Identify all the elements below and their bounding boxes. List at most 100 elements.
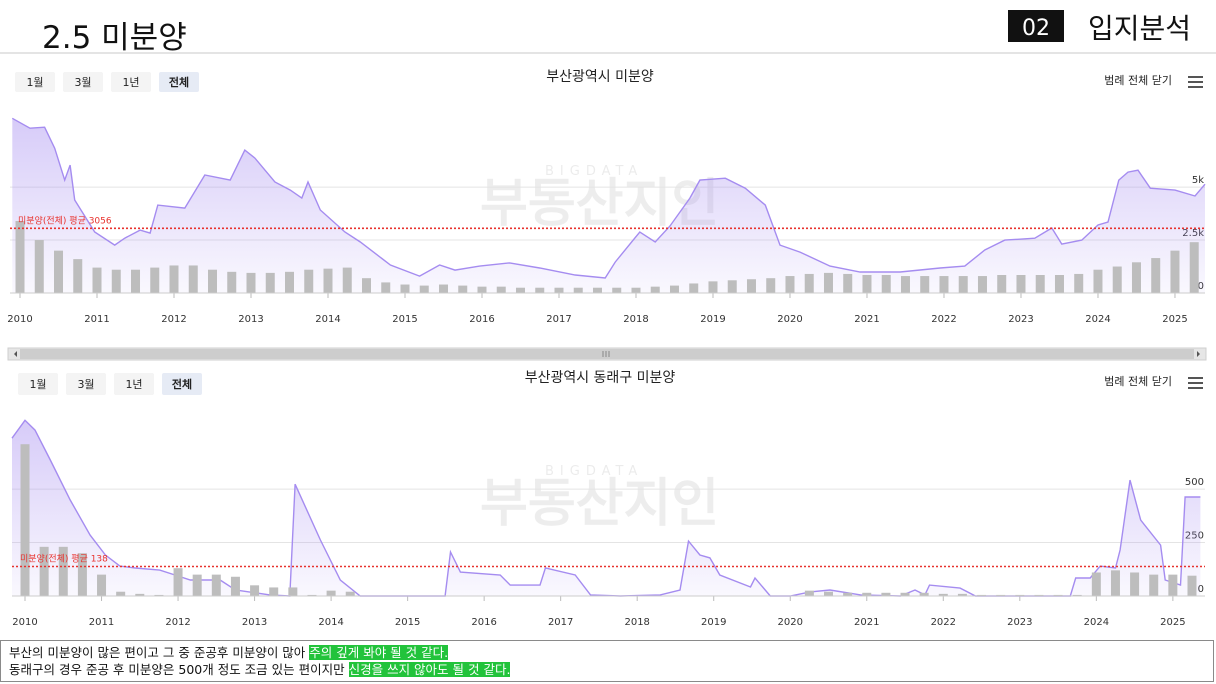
bar [169, 265, 179, 293]
bar [881, 592, 891, 596]
bar [804, 590, 814, 596]
bar [230, 576, 240, 596]
area-fill [12, 118, 1205, 293]
x-tick-label: 2014 [318, 617, 343, 628]
bar [73, 259, 83, 293]
range-button-label[interactable]: 1월 [26, 76, 43, 89]
legend-toggle[interactable]: 범례 전체 닫기 [1104, 375, 1172, 388]
scroll-thumb[interactable] [20, 349, 1194, 359]
legend-toggle[interactable]: 범례 전체 닫기 [1104, 74, 1172, 87]
bar [824, 591, 834, 596]
menu-icon[interactable] [1188, 377, 1203, 389]
bar [77, 553, 87, 596]
range-button[interactable] [111, 72, 151, 92]
range-button-label[interactable]: 전체 [172, 377, 192, 391]
bar [1189, 242, 1199, 293]
bar [361, 278, 371, 293]
bar [150, 267, 160, 293]
bar [1054, 275, 1064, 293]
bar [515, 287, 525, 293]
x-tick-label: 2013 [238, 314, 263, 325]
bar [592, 287, 602, 293]
range-button-label[interactable]: 1년 [122, 76, 139, 89]
range-button[interactable] [15, 72, 55, 92]
range-button-label[interactable]: 전체 [169, 75, 189, 89]
x-tick-label: 2023 [1008, 314, 1033, 325]
bar [1016, 275, 1026, 293]
bar [746, 279, 756, 293]
bar [285, 271, 295, 293]
bar [1110, 570, 1120, 596]
bar [92, 267, 102, 293]
x-tick-label: 2010 [7, 314, 32, 325]
bar [1072, 594, 1082, 596]
note-text: 부산의 미분양이 많은 편이고 그 중 준공후 미분양이 많아 [9, 645, 310, 660]
menu-icon[interactable] [1188, 76, 1203, 88]
bar [958, 276, 968, 293]
bar [804, 273, 814, 293]
watermark-main: 부동산지인 [480, 474, 719, 534]
area-fill [12, 420, 1201, 596]
range-button[interactable] [114, 373, 154, 395]
range-button[interactable] [159, 72, 199, 92]
bar [342, 267, 352, 293]
bar [400, 284, 410, 293]
bar [766, 278, 776, 293]
range-button[interactable] [18, 373, 58, 395]
watermark-top: BIGDATA [545, 464, 643, 479]
bar [1034, 594, 1044, 596]
bar [708, 281, 718, 293]
range-button[interactable] [63, 72, 103, 92]
bar [785, 276, 795, 293]
x-tick-label: 2013 [242, 617, 267, 628]
x-tick-label: 2019 [700, 314, 725, 325]
range-button-label[interactable]: 1월 [29, 378, 46, 391]
chart-title: 부산광역시 미분양 [546, 69, 654, 85]
range-button[interactable] [66, 373, 106, 395]
bar [1074, 273, 1084, 293]
range-button-label[interactable]: 3월 [77, 378, 94, 391]
bar [307, 594, 317, 596]
y-tick-label: 0 [1198, 584, 1204, 595]
bar [208, 269, 218, 293]
bar [1035, 275, 1045, 293]
bar [650, 286, 660, 293]
note-box: 부산의 미분양이 많은 편이고 그 중 준공후 미분양이 많아 주의 깊게 봐야… [0, 640, 1214, 682]
bar [1053, 594, 1063, 596]
bar [1149, 574, 1159, 596]
chart: 1월 3월 1년 전체 부산광역시 동래구 미분양 범례 전체 닫기 BIGDATA부동산지… [11, 370, 1205, 628]
bar [381, 282, 391, 293]
bar [20, 444, 30, 596]
bar [977, 276, 987, 293]
watermark-top: BIGDATA [545, 164, 643, 179]
bar [612, 287, 622, 293]
x-tick-label: 2014 [315, 314, 340, 325]
range-button-label[interactable]: 1년 [125, 378, 142, 391]
average-label: 미분양(전체) 평균 138 [20, 553, 108, 564]
x-tick-label: 2016 [471, 617, 496, 628]
bar [977, 594, 987, 596]
bar [1015, 594, 1025, 596]
bar [862, 592, 872, 596]
section-badge [1008, 10, 1064, 42]
bar [34, 240, 44, 293]
note-text: 동래구의 경우 준공 후 미분양은 500개 정도 조금 있는 편이지만 [9, 662, 349, 677]
x-tick-label: 2021 [854, 314, 879, 325]
bar [211, 574, 221, 596]
bar [900, 276, 910, 293]
x-tick-label: 2019 [701, 617, 726, 628]
average-label: 미분양(전체) 평균 3056 [18, 215, 112, 226]
x-tick-label: 2018 [624, 617, 649, 628]
x-tick-label: 2024 [1084, 617, 1109, 628]
range-button[interactable] [162, 373, 202, 395]
x-tick-label: 2025 [1162, 314, 1187, 325]
range-button-label[interactable]: 3월 [74, 76, 91, 89]
x-tick-label: 2015 [395, 617, 420, 628]
scroll-grip [602, 351, 610, 357]
x-tick-label: 2022 [931, 617, 956, 628]
bar [111, 269, 121, 293]
bar [345, 591, 355, 596]
bar [58, 546, 68, 596]
